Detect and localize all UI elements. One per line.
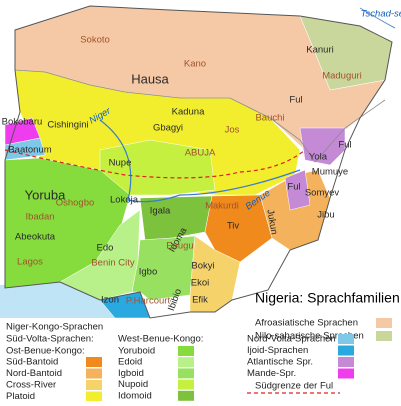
place-label: Abeokuta (15, 232, 56, 243)
place-label: Sokoto (80, 35, 110, 46)
rivers (99, 119, 301, 203)
legend-heading: Süd-Volta-Sprachen: (6, 334, 94, 345)
place-label: Lokoja (110, 195, 139, 206)
place-label: Jibu (317, 210, 334, 221)
legend-swatch (338, 368, 354, 379)
place-label: Lagos (17, 257, 43, 268)
legend-swatch (86, 368, 102, 379)
place-label: Gbagyi (153, 123, 183, 134)
place-label: Ekoi (191, 278, 209, 289)
legend-label: Atlantische Spr. (247, 357, 313, 368)
internal-boundary (14, 69, 386, 163)
ful-border (4, 149, 306, 179)
place-label: Izon (101, 295, 119, 306)
place-label: Bokobaru (2, 117, 43, 128)
place-label: Kano (184, 59, 206, 70)
language-region (299, 127, 346, 166)
legend-label: Nupoid (118, 379, 148, 390)
regions (4, 5, 393, 319)
place-label: Bokyi (191, 261, 214, 272)
legend-swatch (86, 391, 102, 402)
place-label: ABUJA (185, 148, 216, 159)
legend-swatch (178, 379, 194, 390)
legend-label: Idomoid (118, 390, 152, 401)
lake-shore (359, 7, 396, 29)
legend-swatch (338, 345, 354, 356)
legend-label: Nilo-saharische Sprachen (255, 331, 364, 342)
place-label: Ful (289, 95, 302, 106)
place-label: Tschad-see (361, 9, 401, 20)
place-label: Tiv (227, 221, 240, 232)
place-label: Edo (97, 243, 114, 254)
legend-swatch (376, 318, 392, 328)
legend-swatch (86, 380, 102, 390)
place-label: Makurdi (205, 201, 239, 212)
place-label: Mumuye (312, 167, 348, 178)
place-label: Nupe (109, 158, 132, 169)
legend-heading: Ost-Benue-Kongo: (6, 346, 85, 357)
legend-label: Afroasiatische Sprachen (255, 318, 358, 329)
place-label: Ibadan (25, 212, 54, 223)
place-label: Oshogbo (56, 198, 95, 209)
place-label: Kaduna (172, 107, 205, 118)
place-label: Maduguri (322, 71, 362, 82)
legend-swatch (178, 357, 194, 368)
place-label: Yola (309, 152, 328, 163)
place-label: Cishingini (47, 120, 88, 131)
legend-label: Cross-River (6, 380, 56, 391)
language-region (131, 235, 196, 301)
legend-label: Ijoid-Sprachen (247, 345, 308, 356)
place-label: P.Harcourt (126, 296, 171, 307)
place-label: Baatonum (8, 145, 51, 156)
place-label: Ful (287, 182, 300, 193)
place-label: Efik (192, 295, 208, 306)
legend-swatch (338, 357, 354, 367)
legend-label: Süd-Bantoid (6, 357, 58, 368)
legend-label: Südgrenze der Ful (255, 381, 333, 392)
legend-swatch (86, 357, 102, 367)
legend-swatch (376, 331, 392, 341)
map-title: Nigeria: Sprachfamilien (255, 290, 400, 306)
place-label: Hausa (131, 71, 169, 86)
legend-label: Platoid (6, 391, 35, 401)
place-label: Jukun (264, 209, 279, 236)
place-label: Kanuri (306, 45, 333, 56)
legend-label: Nord-Bantoid (6, 368, 62, 379)
place-label: Ful (338, 140, 351, 151)
legend-label: Edoid (118, 357, 142, 368)
country-border (4, 5, 393, 319)
place-label: Benin City (91, 258, 135, 269)
place-label: Yoruba (25, 187, 66, 202)
legend-label: Mande-Spr. (247, 368, 296, 379)
legend-swatch (178, 390, 194, 401)
language-region (4, 137, 46, 161)
legend-swatch (338, 334, 354, 344)
legend-label: Nord-Volta-Sprachen (247, 334, 336, 345)
language-region (139, 195, 213, 241)
legend-heading: West-Benue-Kongo: (118, 334, 203, 345)
place-label: Somyev (305, 188, 340, 199)
place-label: Igbo (139, 267, 158, 278)
place-label: Enugu (166, 241, 193, 252)
legend-heading: Niger-Kongo-Sprachen (6, 322, 103, 333)
language-region (284, 169, 311, 211)
place-label: Igala (150, 206, 171, 217)
legend-swatch (178, 346, 194, 356)
place-label: Jos (225, 125, 240, 136)
place-label: Bauchi (255, 113, 284, 124)
legend-label: Yoruboid (118, 346, 155, 357)
legend-swatch (178, 368, 194, 379)
legend-label: Igboid (118, 368, 144, 379)
